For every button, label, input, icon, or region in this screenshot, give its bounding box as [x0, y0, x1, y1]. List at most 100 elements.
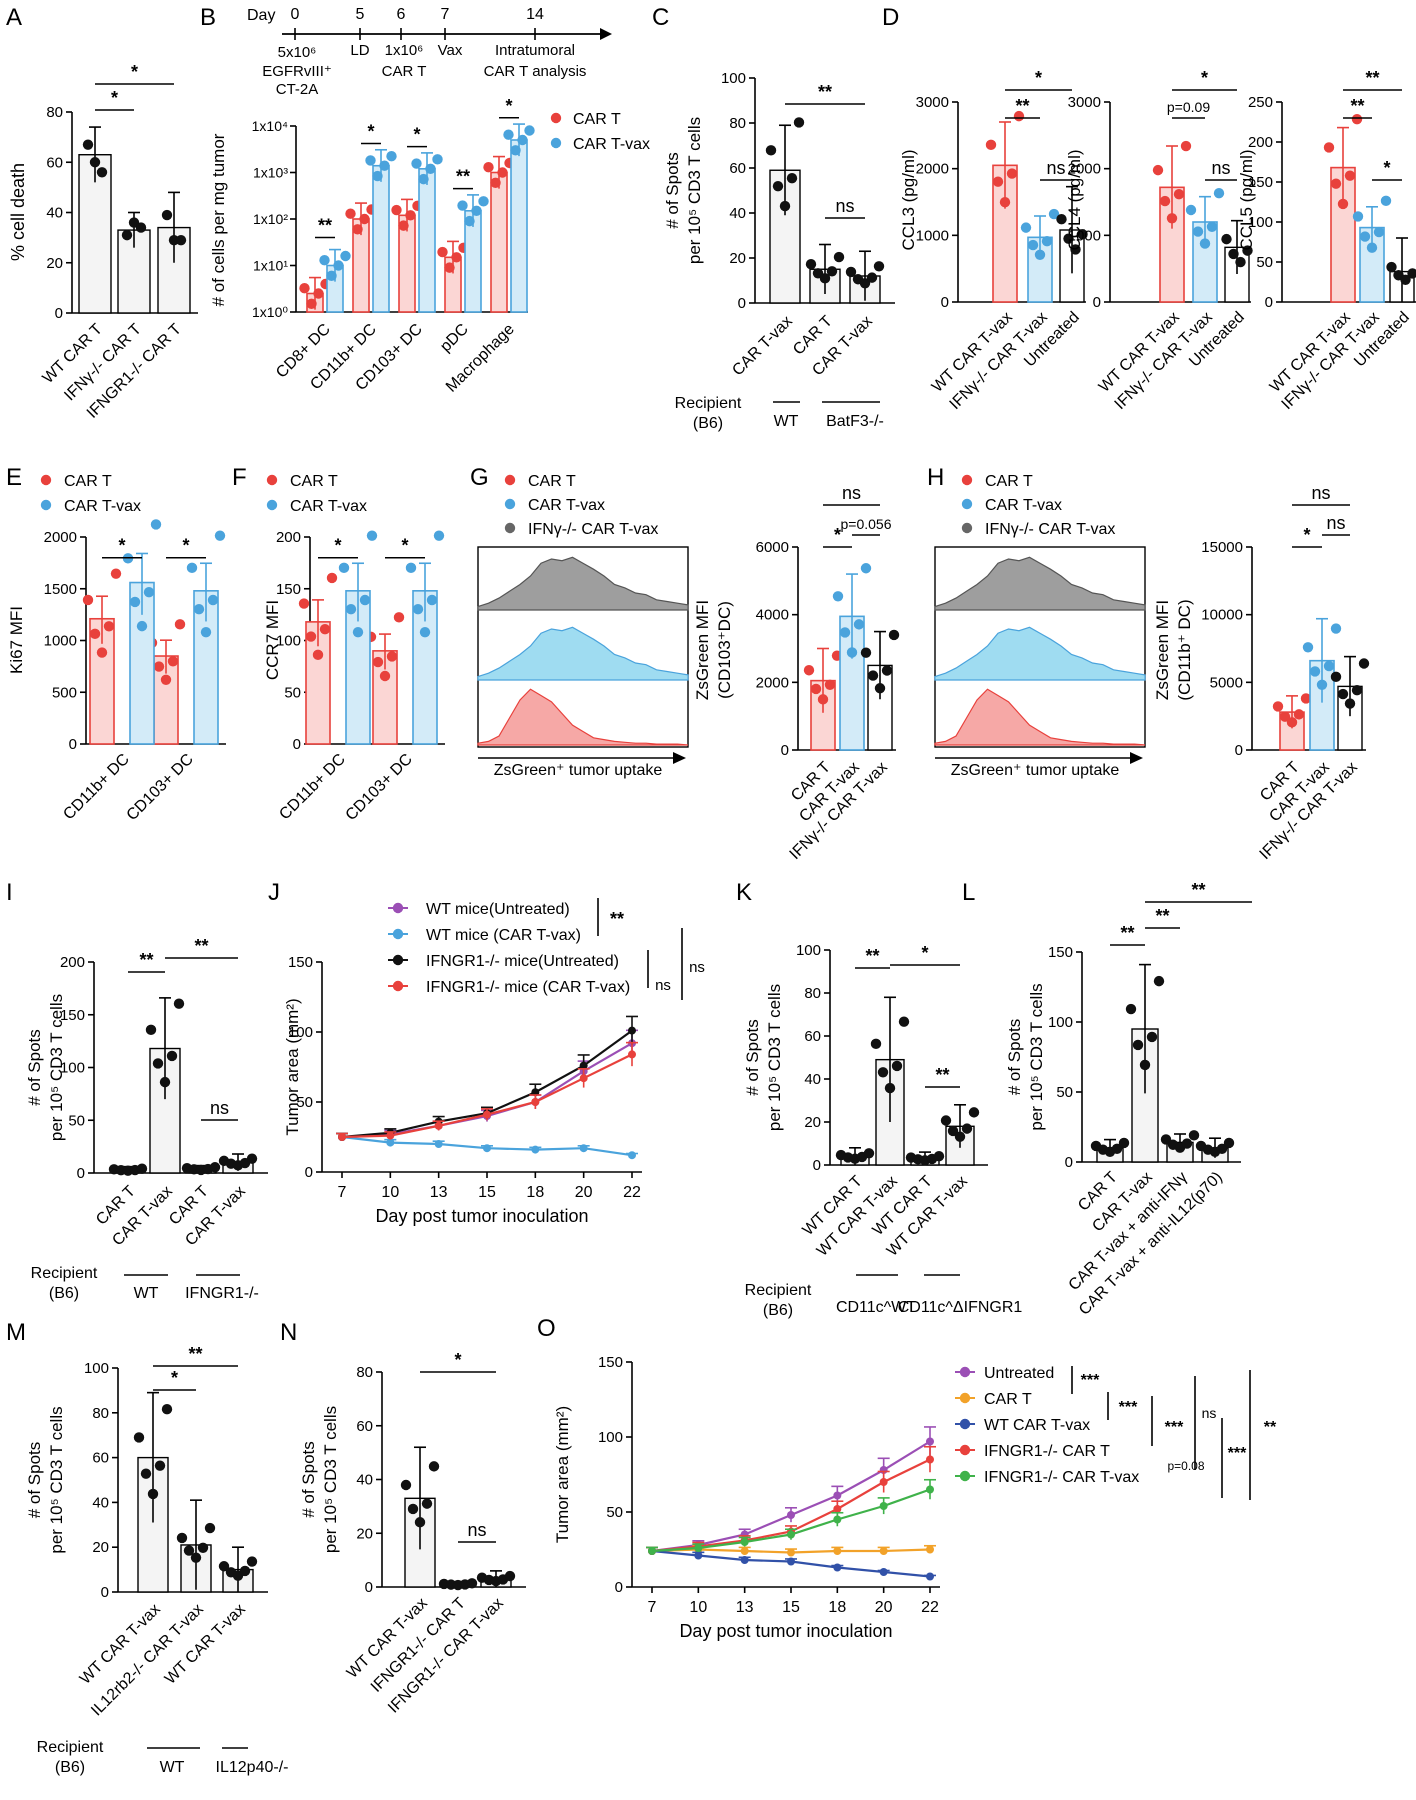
data-point	[338, 562, 350, 574]
y-tick-label: 0	[365, 1579, 373, 1596]
significance-label: *	[171, 1368, 178, 1388]
data-point	[1309, 666, 1321, 677]
data-point	[786, 173, 798, 184]
data-point	[421, 1498, 433, 1509]
y-tick-label: 6000	[756, 539, 789, 556]
data-point	[1330, 623, 1342, 634]
data-point	[135, 222, 147, 233]
panel-letter-D: D	[882, 4, 899, 31]
data-point	[1337, 198, 1349, 210]
recipient-label: Recipient	[37, 1739, 104, 1756]
data-point	[161, 1404, 173, 1415]
significance-label: *	[1201, 68, 1208, 88]
data-point	[1316, 679, 1328, 690]
y-axis-label-2: per 10⁵ CD3 T cells	[47, 1406, 66, 1553]
data-point	[867, 670, 879, 681]
significance-label: ns	[1202, 1405, 1217, 1421]
x-tick-label: 22	[623, 1184, 641, 1201]
significance-label: *	[1383, 158, 1390, 178]
data-point	[891, 1060, 903, 1072]
data-point	[145, 1024, 157, 1036]
recipient-sub: (B6)	[693, 415, 723, 432]
y-tick-label: 15000	[1201, 539, 1243, 556]
y-axis-label-2: per 10⁵ CD3 T cells	[1027, 983, 1046, 1130]
y-tick-label: 20	[356, 1525, 373, 1542]
data-point	[1034, 249, 1046, 260]
data-point	[1206, 221, 1218, 232]
y-tick-label: 0	[615, 1579, 623, 1596]
series-point	[648, 1547, 656, 1555]
legend-label: CAR T-vax	[290, 498, 367, 515]
data-point	[464, 215, 475, 227]
data-point	[166, 1050, 178, 1062]
y-axis-label: CCL4 (pg/ml)	[1065, 149, 1084, 250]
data-point	[940, 1115, 952, 1126]
y-tick-label: 150	[1048, 944, 1073, 961]
data-point	[426, 594, 438, 606]
data-point	[877, 1067, 889, 1078]
legend-label: CAR T	[528, 473, 576, 490]
bar-CAR T-vax	[418, 168, 436, 313]
data-point	[860, 647, 872, 658]
y-tick-label: 0	[1065, 1154, 1073, 1171]
panel-letter-F: F	[232, 464, 247, 491]
x-tick-label: CD11b+ DC	[60, 751, 132, 823]
y-tick-label: 0	[781, 742, 789, 759]
significance-label: **	[1191, 880, 1205, 900]
series-point	[338, 1133, 346, 1141]
data-point	[779, 200, 791, 212]
data-point	[345, 208, 356, 219]
data-point	[1286, 717, 1298, 728]
legend-dot	[959, 1470, 971, 1482]
histogram-x-label: ZsGreen⁺ tumor uptake	[494, 762, 663, 779]
legend-label: CAR T-vax	[985, 497, 1062, 514]
legend-dot	[504, 474, 516, 486]
legend-dot	[550, 137, 562, 149]
data-point	[1323, 142, 1335, 153]
data-point	[326, 572, 338, 584]
data-point	[1323, 660, 1335, 672]
timeline-event: CAR T	[382, 63, 427, 80]
data-point	[379, 160, 390, 171]
data-point	[190, 1552, 202, 1563]
y-tick-label: 100	[598, 1429, 623, 1446]
significance-label: *	[454, 1350, 461, 1370]
data-point	[863, 1148, 875, 1159]
data-point	[947, 1125, 959, 1137]
data-point	[444, 262, 455, 273]
data-point	[186, 562, 198, 574]
y-tick-label: 100	[796, 942, 821, 959]
data-point	[1407, 268, 1416, 279]
data-point	[197, 1542, 209, 1553]
legend-dot	[959, 1418, 971, 1430]
data-point	[1199, 238, 1211, 249]
significance-label: ns	[655, 977, 671, 994]
legend-label: CAR T	[290, 473, 338, 490]
series-point	[434, 1121, 443, 1130]
data-point	[89, 628, 101, 639]
data-point	[1330, 671, 1342, 683]
data-point	[1351, 685, 1363, 696]
data-point	[1373, 226, 1385, 238]
legend-dot	[504, 522, 516, 534]
legend-label: WT CAR T-vax	[984, 1417, 1090, 1434]
timeline-event: 1x10⁶	[385, 42, 424, 59]
data-point	[160, 674, 172, 685]
legend-dot	[961, 474, 973, 486]
data-point	[398, 220, 409, 231]
y-axis-label: # of Spots	[25, 1029, 44, 1106]
series-point	[531, 1145, 540, 1154]
legend-label: CAR T	[985, 473, 1033, 490]
y-tick-label: 100	[288, 1024, 313, 1041]
data-point	[1153, 975, 1165, 987]
data-point	[418, 173, 429, 185]
x-tick-label: 7	[338, 1184, 347, 1201]
data-point	[133, 1432, 145, 1443]
data-point	[96, 167, 108, 178]
data-point	[1166, 213, 1178, 224]
data-point	[999, 197, 1011, 208]
data-point	[1235, 256, 1246, 268]
y-axis-label: # of Spots	[25, 1442, 44, 1519]
significance-label: *	[401, 536, 408, 556]
data-point	[407, 1503, 419, 1515]
